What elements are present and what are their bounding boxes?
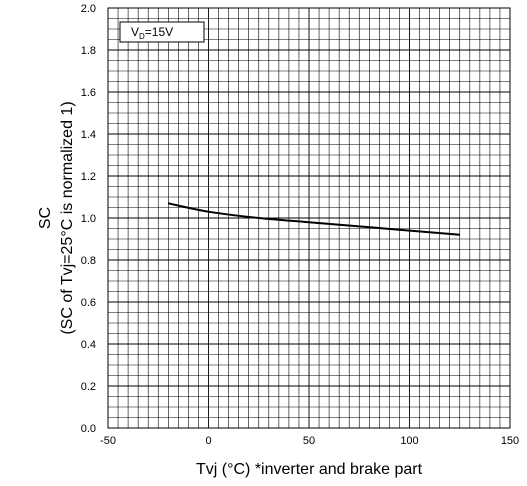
major-grid [108,8,510,428]
y-tick-labels: 0.0 0.2 0.4 0.6 0.8 1.0 1.2 1.4 1.6 1.8 2.0 [81,3,96,435]
y-axis-label-line1: SC [37,207,54,229]
legend-box [119,21,205,43]
x-tick-label: -50 [100,435,116,447]
y-tick-label: 2.0 [81,3,96,15]
x-axis-label: Tvj (°C) *inverter and brake part [196,461,423,478]
plot-area-frame [107,7,511,429]
x-tick-label: 100 [400,435,418,447]
y-axis-label-line2: (SC of Tvj=25°C is normalized 1) [59,101,76,334]
legend-sub: D [139,32,145,41]
y-tick-label: 0.2 [81,381,96,393]
legend-label: VD=15V [131,25,173,41]
legend-main: V [131,25,139,39]
x-tick-label: 0 [205,435,211,447]
y-tick-label: 1.4 [81,129,96,141]
legend: VD=15V [119,21,205,43]
y-tick-label: 0.0 [81,423,96,435]
y-tick-label: 1.0 [81,213,96,225]
y-tick-label: 0.6 [81,297,96,309]
y-tick-label: 1.8 [81,45,96,57]
x-tick-label: 50 [303,435,315,447]
x-tick-labels: -50 0 50 100 150 [100,435,519,447]
legend-tail: =15V [145,25,173,39]
y-tick-label: 1.6 [81,87,96,99]
y-tick-label: 1.2 [81,171,96,183]
y-tick-label: 0.4 [81,339,96,351]
y-tick-label: 0.8 [81,255,96,267]
x-tick-label: 150 [501,435,519,447]
series-layer [168,202,460,236]
series-line [168,202,460,236]
